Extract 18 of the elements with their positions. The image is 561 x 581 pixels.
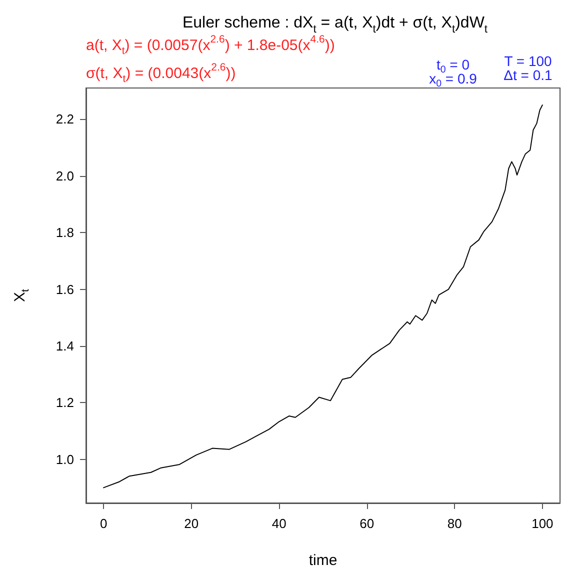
x-tick-label: 0 <box>100 516 108 531</box>
y-tick-label: 1.6 <box>56 282 74 297</box>
x-tick-label: 40 <box>272 516 286 531</box>
y-tick-label: 1.4 <box>56 338 74 354</box>
y-tick-label: 2.0 <box>56 168 74 184</box>
text: T = 100 <box>504 53 552 69</box>
text: Δt = 0.1 <box>504 67 553 83</box>
x-tick-label: 100 <box>532 516 554 531</box>
y-tick-label: 1.0 <box>56 452 74 467</box>
x-tick-label: 80 <box>447 516 462 531</box>
x-tick-label: 20 <box>184 516 199 531</box>
y-tick-label: 1.8 <box>56 225 74 240</box>
x-tick-label: 60 <box>360 516 374 531</box>
y-axis-title: Xt <box>11 288 32 302</box>
y-tick-label: 2.2 <box>56 112 74 127</box>
y-tick-label: 1.2 <box>56 395 74 410</box>
line-series <box>103 104 543 488</box>
x-axis-title: time <box>308 552 338 569</box>
